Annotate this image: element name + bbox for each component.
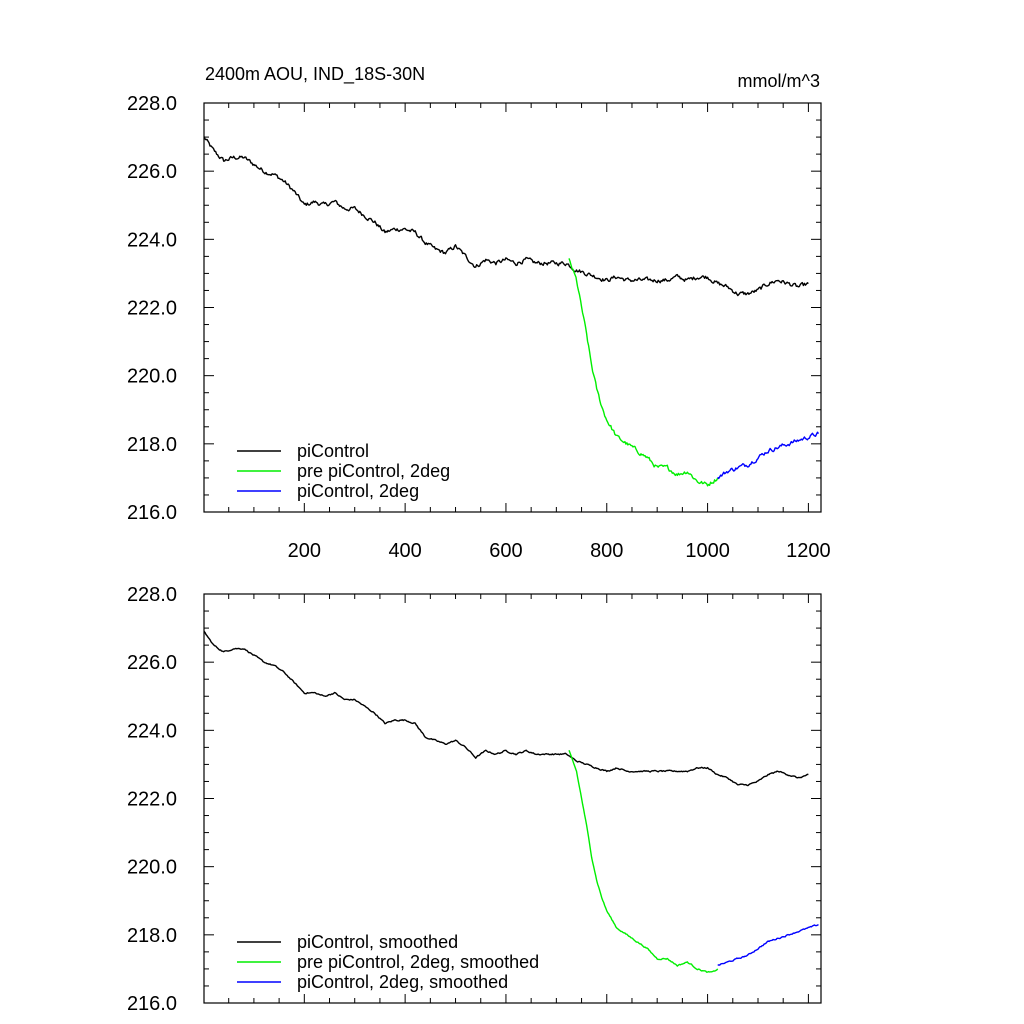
y-tick-label: 216.0 [127,502,177,524]
y-tick-label: 222.0 [127,789,177,811]
y-tick-label: 228.0 [127,93,177,115]
legend-label: piControl [297,441,369,461]
y-tick-label: 220.0 [127,857,177,879]
x-tick-label: 200 [288,540,321,562]
units-label: mmol/m^3 [738,71,820,91]
series-line-1 [568,749,719,973]
legend-label: pre piControl, 2deg, smoothed [297,952,539,972]
y-tick-label: 226.0 [127,652,177,674]
y-tick-label: 222.0 [127,298,177,320]
bottom-panel: 216.0 218.0 220.0 222.0 224.0 226.0 228.0 piCon… [127,584,822,1015]
y-tick-label: 218.0 [127,434,177,456]
legend-label: piControl, 2deg, smoothed [297,972,508,992]
x-tick-label: 400 [388,540,421,562]
y-tick-label: 224.0 [127,720,177,742]
y-tick-label: 218.0 [127,925,177,947]
x-tick-label: 600 [489,540,522,562]
x-tick-label: 800 [590,540,623,562]
top-panel: 216.0 218.0 220.0 222.0 224.0 226.0 228.0 200 40… [127,93,831,562]
legend-label: piControl, smoothed [297,932,458,952]
series-line-2 [717,431,820,480]
y-tick-label: 220.0 [127,366,177,388]
y-tick-label: 228.0 [127,584,177,606]
legend-label: piControl, 2deg [297,481,419,501]
legend-label: pre piControl, 2deg [297,461,450,481]
series-line-2 [717,923,819,966]
series-line-1 [568,258,719,487]
x-tick-label: 1000 [685,540,730,562]
y-tick-label: 226.0 [127,161,177,183]
y-tick-label: 224.0 [127,229,177,251]
chart-title: 2400m AOU, IND_18S-30N [205,64,425,85]
series-line-0 [204,136,809,297]
x-tick-label: 1200 [786,540,831,562]
y-tick-label: 216.0 [127,993,177,1015]
series-line-0 [204,630,809,787]
